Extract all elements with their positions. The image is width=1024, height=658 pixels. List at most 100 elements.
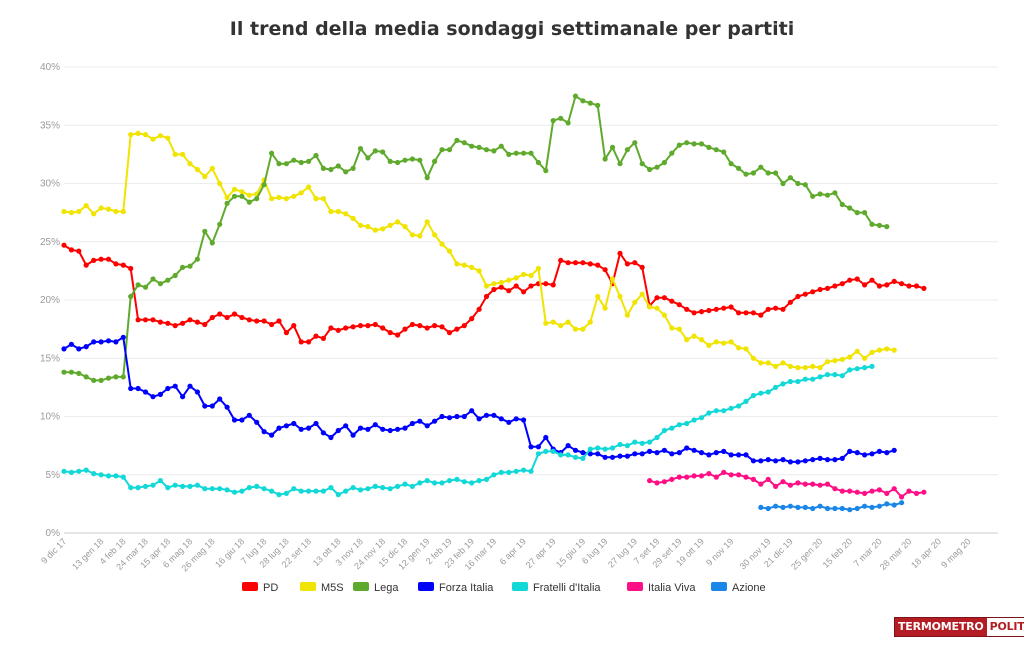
data-point[interactable] [513, 283, 519, 289]
data-point[interactable] [899, 494, 905, 500]
data-point[interactable] [328, 434, 334, 441]
data-point[interactable] [728, 452, 734, 458]
data-point[interactable] [780, 306, 786, 312]
data-point[interactable] [521, 467, 527, 473]
data-point[interactable] [521, 271, 527, 277]
data-point[interactable] [810, 289, 816, 295]
data-point[interactable] [491, 281, 497, 287]
data-point[interactable] [328, 485, 334, 491]
data-point[interactable] [498, 284, 504, 290]
data-point[interactable] [832, 486, 838, 492]
data-point[interactable] [713, 450, 719, 456]
data-point[interactable] [120, 474, 126, 480]
data-point[interactable] [91, 211, 97, 217]
data-point[interactable] [128, 385, 134, 392]
data-point[interactable] [661, 479, 668, 485]
data-point[interactable] [824, 505, 831, 512]
data-point[interactable] [387, 222, 393, 228]
data-point[interactable] [602, 454, 608, 460]
data-point[interactable] [824, 359, 831, 365]
data-point[interactable] [706, 452, 712, 458]
data-point[interactable] [817, 286, 823, 293]
data-point[interactable] [787, 459, 794, 465]
data-point[interactable] [565, 443, 571, 449]
data-point[interactable] [417, 233, 423, 239]
data-point[interactable] [639, 291, 645, 297]
data-point[interactable] [528, 150, 534, 156]
data-point[interactable] [669, 451, 675, 457]
data-point[interactable] [506, 277, 512, 283]
data-point[interactable] [357, 487, 364, 493]
data-point[interactable] [847, 205, 853, 211]
data-point[interactable] [476, 268, 482, 274]
data-point[interactable] [773, 458, 779, 464]
data-point[interactable] [617, 453, 623, 459]
data-point[interactable] [409, 483, 415, 489]
data-point[interactable] [98, 472, 104, 478]
data-point[interactable] [728, 405, 734, 411]
data-point[interactable] [869, 504, 875, 510]
data-point[interactable] [535, 159, 542, 166]
data-point[interactable] [357, 425, 364, 431]
data-point[interactable] [543, 448, 549, 454]
data-point[interactable] [795, 293, 801, 300]
data-point[interactable] [854, 210, 860, 216]
data-point[interactable] [765, 389, 771, 395]
data-point[interactable] [869, 349, 875, 355]
data-point[interactable] [298, 339, 304, 345]
data-point[interactable] [91, 377, 97, 383]
data-point[interactable] [417, 157, 423, 163]
data-point[interactable] [365, 323, 371, 329]
termometro-politico-logo[interactable]: TERMOMETRO POLITICO [894, 617, 1024, 637]
data-point[interactable] [587, 100, 593, 106]
data-point[interactable] [647, 448, 653, 454]
data-point[interactable] [209, 314, 215, 321]
data-point[interactable] [424, 423, 430, 429]
data-point[interactable] [76, 370, 82, 376]
data-point[interactable] [343, 423, 349, 429]
data-point[interactable] [202, 228, 208, 234]
data-point[interactable] [313, 152, 319, 159]
data-point[interactable] [691, 310, 697, 316]
data-point[interactable] [150, 276, 156, 282]
data-point[interactable] [357, 323, 364, 329]
data-point[interactable] [157, 478, 163, 484]
data-point[interactable] [469, 143, 475, 149]
data-point[interactable] [669, 150, 675, 156]
data-point[interactable] [891, 278, 897, 284]
data-point[interactable] [432, 232, 438, 238]
data-point[interactable] [624, 443, 631, 449]
data-point[interactable] [491, 286, 497, 293]
data-point[interactable] [854, 366, 860, 372]
data-point[interactable] [661, 159, 668, 166]
data-point[interactable] [409, 232, 415, 238]
data-point[interactable] [802, 376, 808, 382]
data-point[interactable] [439, 480, 445, 486]
data-point[interactable] [773, 483, 779, 489]
data-point[interactable] [246, 317, 252, 323]
data-point[interactable] [669, 298, 675, 304]
data-point[interactable] [157, 391, 163, 397]
data-point[interactable] [913, 283, 920, 289]
data-point[interactable] [565, 120, 571, 126]
data-point[interactable] [661, 312, 668, 318]
data-point[interactable] [728, 472, 734, 478]
data-point[interactable] [617, 441, 623, 448]
data-point[interactable] [202, 321, 208, 328]
data-point[interactable] [209, 240, 215, 246]
data-point[interactable] [847, 277, 853, 283]
data-point[interactable] [395, 426, 401, 432]
data-point[interactable] [246, 412, 252, 418]
data-point[interactable] [795, 180, 801, 187]
data-point[interactable] [135, 385, 141, 392]
data-point[interactable] [736, 165, 742, 171]
data-point[interactable] [802, 291, 808, 297]
data-point[interactable] [298, 426, 304, 432]
data-point[interactable] [506, 151, 512, 157]
data-point[interactable] [76, 468, 82, 474]
data-point[interactable] [736, 452, 742, 458]
data-point[interactable] [587, 261, 593, 267]
data-point[interactable] [320, 196, 326, 202]
data-point[interactable] [135, 485, 141, 491]
data-point[interactable] [773, 384, 779, 390]
